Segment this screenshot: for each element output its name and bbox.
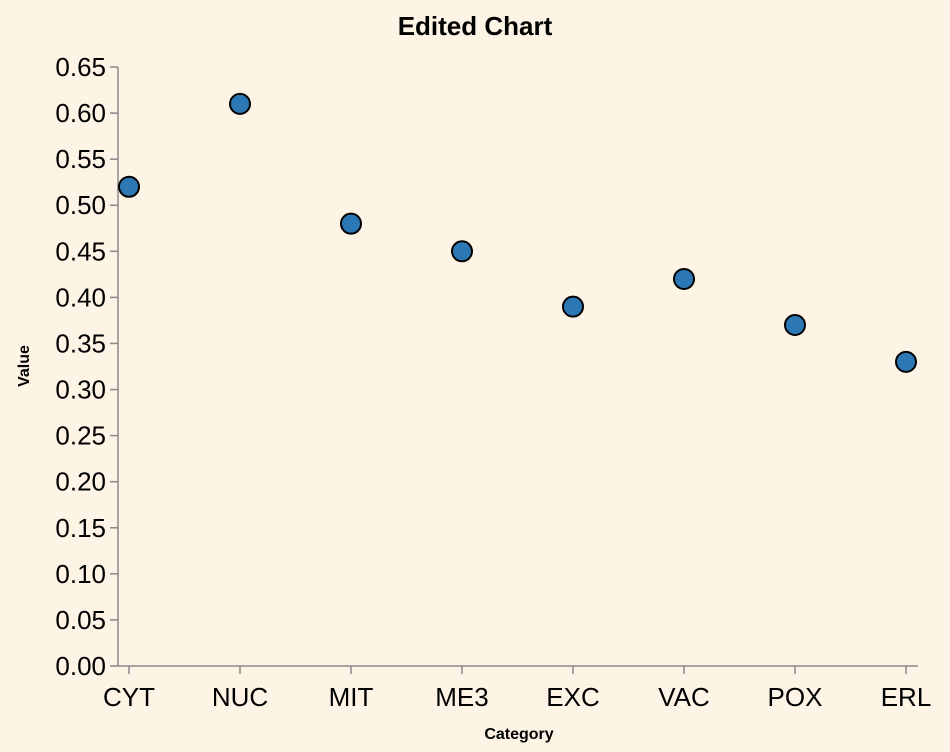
y-tick-label: 0.30 xyxy=(55,375,106,405)
x-tick-label: POX xyxy=(768,682,823,712)
data-point xyxy=(340,212,362,235)
x-tick-label: NUC xyxy=(212,682,268,712)
x-tick-label: ME3 xyxy=(435,682,488,712)
y-tick-label: 0.20 xyxy=(55,467,106,497)
x-tick-label: CYT xyxy=(103,682,155,712)
y-tick-label: 0.45 xyxy=(55,236,106,266)
y-tick-label: 0.50 xyxy=(55,190,106,220)
x-tick-label: ERL xyxy=(881,682,932,712)
data-points xyxy=(118,92,917,373)
data-point xyxy=(673,267,695,290)
x-axis-title: Category xyxy=(484,726,553,743)
data-point xyxy=(562,295,584,318)
x-tick-label: MIT xyxy=(329,682,374,712)
x-tick-label: VAC xyxy=(658,682,710,712)
y-tick-label: 0.15 xyxy=(55,513,106,543)
y-axis: 0.00 0.05 0.10 0.15 0.20 0.25 0.30 0.35 0.40 0.45… xyxy=(55,52,119,681)
y-tick-label: 0.10 xyxy=(55,559,106,589)
y-tick-label: 0.40 xyxy=(55,282,106,312)
data-point xyxy=(229,92,251,115)
data-point xyxy=(784,314,806,337)
data-point xyxy=(118,175,140,198)
y-tick-label: 0.35 xyxy=(55,328,106,358)
y-axis-title: Value xyxy=(16,345,33,387)
y-tick-label: 0.55 xyxy=(55,144,106,174)
y-tick-label: 0.00 xyxy=(55,651,106,681)
data-point xyxy=(451,240,473,263)
y-tick-label: 0.05 xyxy=(55,605,106,635)
y-tick-label: 0.25 xyxy=(55,421,106,451)
data-point xyxy=(895,350,917,373)
y-tick-label: 0.60 xyxy=(55,98,106,128)
x-tick-label: EXC xyxy=(546,682,599,712)
x-axis: CYT NUC MIT ME3 EXC VAC POX ERL xyxy=(103,665,932,712)
y-tick-label: 0.65 xyxy=(55,52,106,82)
chart-title: Edited Chart xyxy=(398,11,553,41)
